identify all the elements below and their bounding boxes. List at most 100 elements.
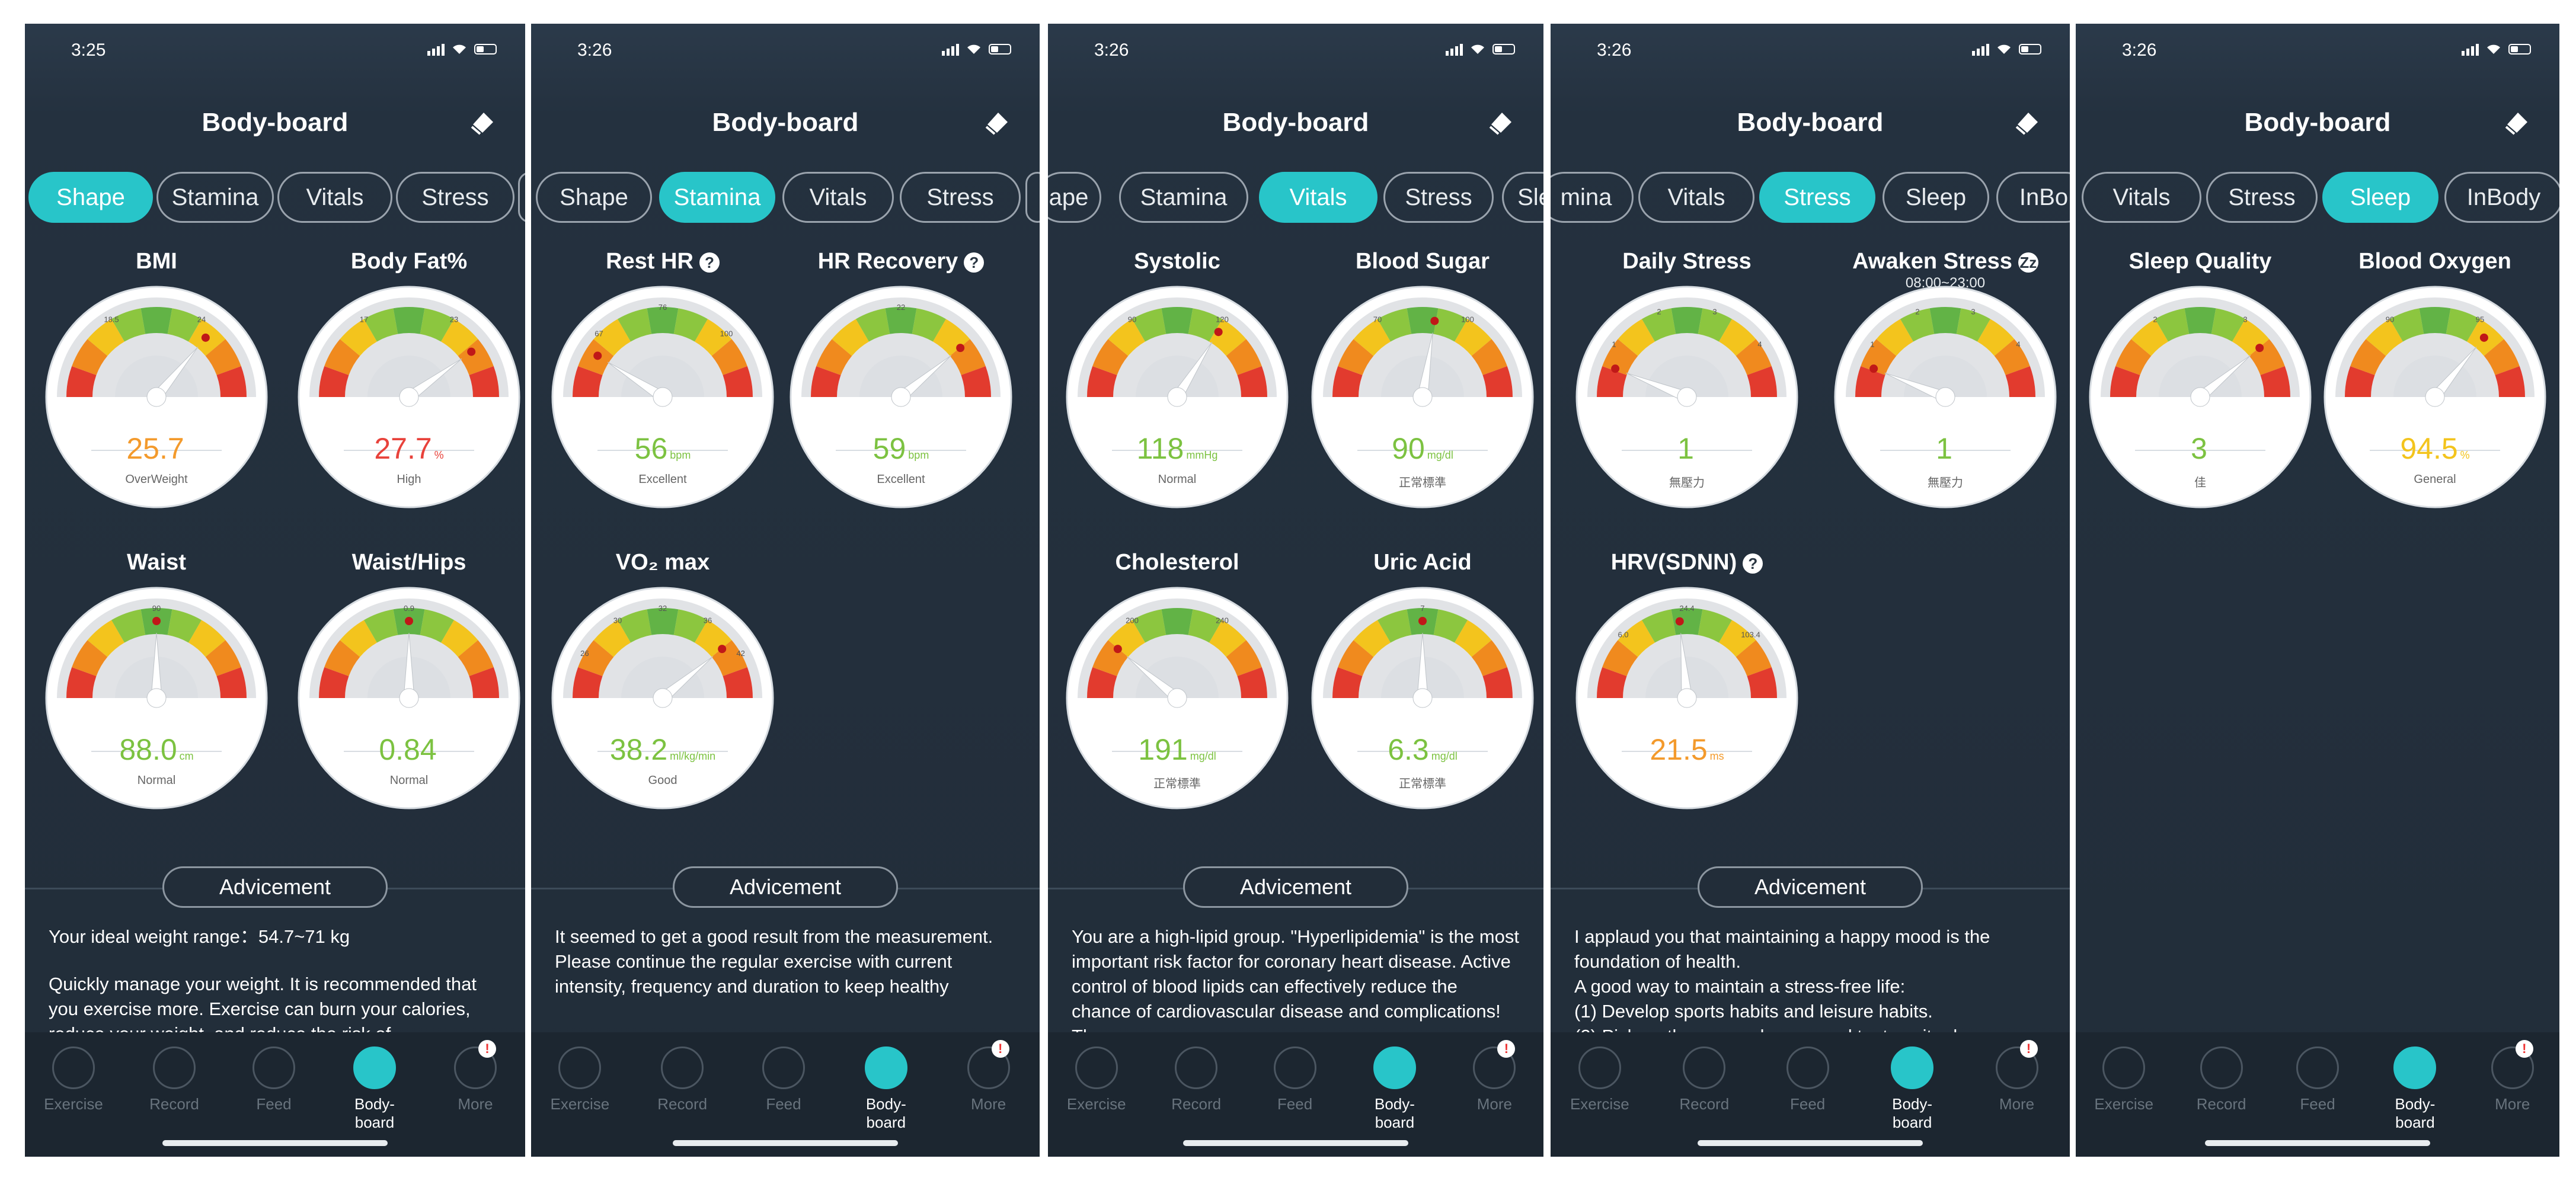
gauge-dial: 0.9 [298, 587, 520, 809]
gauge-awaken-stress[interactable]: Awaken Stress Zz 08:00~23:00 1 2 3 4 1 無壓力 [1827, 249, 2064, 510]
tab-stamina[interactable]: Stamina [1119, 172, 1248, 223]
gauge-cholesterol[interactable]: Cholesterol 200 240 191 mg/dl 正常標準 [1059, 550, 1296, 811]
tab-partial[interactable] [1025, 172, 1040, 223]
nav-record[interactable]: Record [647, 1046, 718, 1113]
nav-record[interactable]: Record [1161, 1046, 1232, 1113]
tab-stamina[interactable]: Stamina [659, 172, 775, 223]
help-icon[interactable]: ? [1743, 553, 1763, 574]
tab-stress[interactable]: Stress [396, 172, 514, 223]
tab-ape[interactable]: ape [1048, 172, 1101, 223]
gauge-dial: 22 [790, 286, 1012, 508]
tab-partial[interactable] [518, 172, 525, 223]
tab-stamina[interactable]: Stamina [156, 172, 274, 223]
gauge-systolic[interactable]: Systolic 90 120 118 mmHg Normal [1059, 249, 1296, 510]
nav-feed[interactable]: Feed [238, 1046, 309, 1113]
nav-exercise[interactable]: Exercise [544, 1046, 615, 1113]
tab-vitals[interactable]: Vitals [782, 172, 894, 223]
tag-icon[interactable] [2012, 107, 2044, 139]
tab-inbo[interactable]: InBo [1996, 172, 2070, 223]
nav-feed[interactable]: Feed [2282, 1046, 2353, 1113]
gauge-label: Blood Oxygen [2293, 249, 2559, 274]
nav-exercise[interactable]: Exercise [1564, 1046, 1635, 1113]
nav-exercise[interactable]: Exercise [38, 1046, 109, 1113]
tag-icon[interactable] [467, 107, 499, 139]
nav-exercise[interactable]: Exercise [1061, 1046, 1132, 1113]
nav-body-board[interactable]: Body-board [339, 1046, 410, 1132]
help-icon[interactable]: ? [699, 252, 720, 273]
nav-more[interactable]: ! More [440, 1040, 511, 1113]
tab-stress[interactable]: Stress [1383, 172, 1494, 223]
tag-icon[interactable] [982, 107, 1014, 139]
gauge-waist[interactable]: Waist 90 88.0 cm Normal [38, 550, 275, 811]
tab-shape[interactable]: Shape [536, 172, 652, 223]
nav-record[interactable]: Record [2186, 1046, 2257, 1113]
gauge-bmi[interactable]: BMI 18.5 24 25.7 OverWeight [38, 249, 275, 510]
nav-more[interactable]: ! More [1981, 1040, 2053, 1113]
nav-feed[interactable]: Feed [1772, 1046, 1843, 1113]
tag-icon[interactable] [2501, 107, 2533, 139]
tab-sleep[interactable]: Sleep [1883, 172, 1989, 223]
nav-body-board[interactable]: Body-board [1877, 1046, 1948, 1132]
status-bar: 3:26 [1551, 37, 2070, 60]
help-icon[interactable]: ? [964, 252, 985, 273]
gauge-rest-hr[interactable]: Rest HR? 67 76 100 56 bpm Excellent [544, 249, 781, 510]
nav-feed[interactable]: Feed [1260, 1046, 1331, 1113]
nav-feed[interactable]: Feed [748, 1046, 819, 1113]
gauge-uric-acid[interactable]: Uric Acid 7 6.3 mg/dl 正常標準 [1304, 550, 1541, 811]
gauge-unit: bpm [908, 449, 929, 461]
nav-more[interactable]: ! More [1459, 1040, 1530, 1113]
gauge-waist-hips[interactable]: Waist/Hips 0.9 0.84 Normal [290, 550, 525, 811]
tab-inbody[interactable]: InBody [2444, 172, 2559, 223]
tab-sleep[interactable]: Sleep [2322, 172, 2438, 223]
gauge-hr-recovery[interactable]: HR Recovery? 22 59 bpm Excellent [782, 249, 1019, 510]
tab-shape[interactable]: Shape [28, 172, 153, 223]
title-bar: Body-board [531, 101, 1040, 154]
gauge-value: 118 mmHg [1065, 431, 1290, 466]
advicement-button[interactable]: Advicement [673, 866, 898, 908]
gauge-label-text: Rest HR [606, 249, 693, 274]
gauge-daily-stress[interactable]: Daily Stress 1 2 3 4 1 無壓力 [1568, 249, 1805, 510]
gauge-body-fat-[interactable]: Body Fat% 17 23 27.7% High [290, 249, 525, 510]
tab-vitals[interactable]: Vitals [1259, 172, 1378, 223]
gauge-blood-sugar[interactable]: Blood Sugar 70 100 90 mg/dl 正常標準 [1304, 249, 1541, 510]
tag-icon[interactable] [1485, 107, 1517, 139]
status-icons [2462, 43, 2531, 56]
tab-stress[interactable]: Stress [900, 172, 1021, 223]
tab-stress[interactable]: Stress [2206, 172, 2318, 223]
advicement-button[interactable]: Advicement [1698, 866, 1923, 908]
tab-vitals[interactable]: Vitals [1638, 172, 1754, 223]
nav-record[interactable]: Record [1669, 1046, 1740, 1113]
tab-sle[interactable]: Sle [1502, 172, 1543, 223]
nav-record[interactable]: Record [139, 1046, 210, 1113]
battery-icon [2019, 44, 2041, 55]
nav-body-board[interactable]: Body-board [851, 1046, 922, 1132]
tab-vitals[interactable]: Vitals [2082, 172, 2201, 223]
nav-body-board[interactable]: Body-board [1359, 1046, 1430, 1132]
gauge-sleep-quality[interactable]: Sleep Quality 2 3 3 佳 [2082, 249, 2319, 510]
nav-more[interactable]: ! More [2477, 1040, 2548, 1113]
home-indicator[interactable] [1698, 1140, 1923, 1146]
home-indicator[interactable] [673, 1140, 898, 1146]
home-indicator[interactable] [2205, 1140, 2430, 1146]
nav-label: Exercise [2094, 1095, 2154, 1113]
gauge-label-text: Blood Oxygen [2358, 249, 2511, 274]
home-indicator[interactable] [162, 1140, 388, 1146]
nav-exercise[interactable]: Exercise [2088, 1046, 2159, 1113]
gauge-value-number: 1 [1936, 432, 1952, 465]
nav-more[interactable]: ! More [953, 1040, 1024, 1113]
nav-body-board[interactable]: Body-board [2379, 1046, 2450, 1132]
gauge-vo-max[interactable]: VO₂ max 26 30 32 36 42 38.2 ml/kg/min Good [544, 550, 781, 811]
help-icon[interactable]: Zz [2018, 252, 2038, 273]
tab-mina[interactable]: mina [1551, 172, 1634, 223]
tab-vitals[interactable]: Vitals [277, 172, 392, 223]
home-indicator[interactable] [1183, 1140, 1408, 1146]
page-title: Body-board [202, 108, 349, 137]
tab-stress[interactable]: Stress [1759, 172, 1875, 223]
gauge-blood-oxygen[interactable]: Blood Oxygen 90 95 94.5% General [2316, 249, 2553, 510]
advicement-button[interactable]: Advicement [1183, 866, 1408, 908]
gauge-label-text: Sleep Quality [2128, 249, 2272, 274]
advicement-button[interactable]: Advicement [162, 866, 388, 908]
gauge-value-number: 118 [1136, 432, 1184, 465]
gauge-hrv-sdnn-[interactable]: HRV(SDNN)? 6.0 24.4 103.4 21.5 ms [1568, 550, 1805, 811]
